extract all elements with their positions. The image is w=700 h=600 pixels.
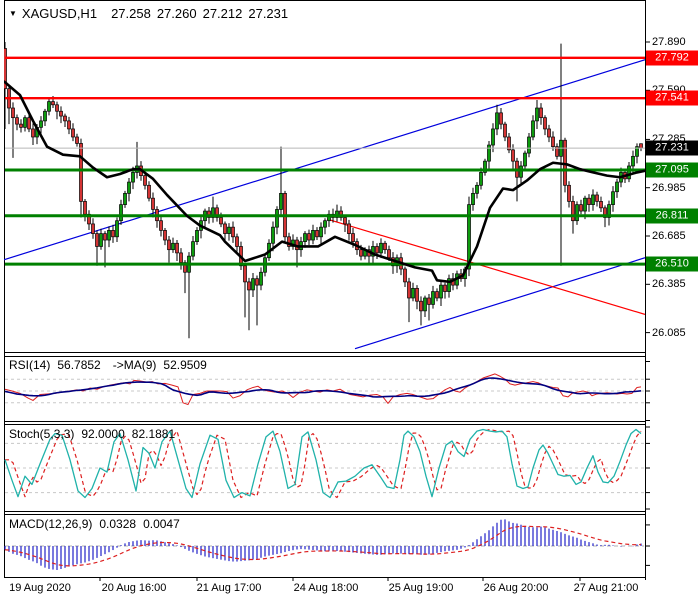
rsi-value: 56.7852 — [57, 358, 101, 372]
descending-trendline[interactable] — [326, 218, 645, 315]
time-axis-label: 20 Aug 16:00 — [101, 582, 167, 594]
price-tick-label: 26.085 — [652, 326, 686, 339]
macd-value: 0.0328 — [99, 517, 137, 531]
stoch-signal-value: 82.1881 — [131, 427, 176, 441]
price-tick-label: 26.685 — [652, 230, 686, 242]
price-level-badge: 27.792 — [646, 50, 698, 66]
ohlc-high: 27.260 — [156, 6, 197, 21]
stoch-signal-line — [5, 429, 642, 499]
ohlc-open: 27.258 — [111, 6, 151, 21]
time-axis-label: 24 Aug 18:00 — [293, 582, 359, 594]
rsi-title: RSI(14) — [9, 358, 51, 372]
stoch-main-line — [4, 428, 642, 499]
macd-signal-value: 0.0047 — [143, 517, 180, 531]
ohlc-low: 27.212 — [202, 6, 243, 21]
price-level-badge: 27.231 — [646, 140, 698, 156]
time-axis-label: 19 Aug 2020 — [9, 582, 71, 594]
ascending-channel-upper[interactable] — [0, 59, 645, 261]
time-axis-label: 25 Aug 19:00 — [388, 582, 454, 594]
price-level-badge: 27.095 — [646, 162, 698, 178]
main-price-panel[interactable] — [0, 42, 645, 350]
price-tick-label: 26.385 — [652, 278, 686, 291]
price-level-badge: 26.811 — [646, 208, 698, 224]
chart-header: ▼ XAGUSD,H1 27.258 27.260 27.212 27.231 — [9, 6, 288, 21]
rsi-ma-value: 52.9509 — [163, 358, 207, 372]
price-level-badge: 27.541 — [646, 90, 698, 106]
macd-title: MACD(12,26,9) — [9, 517, 93, 531]
macd-histogram — [4, 519, 642, 570]
symbol-dropdown-icon[interactable]: ▼ — [9, 9, 17, 18]
ascending-channel-lower[interactable] — [354, 257, 645, 350]
axis-ticks — [99, 41, 650, 581]
rsi-panel[interactable] — [4, 373, 644, 406]
time-axis-label: 27 Aug 21:00 — [573, 582, 639, 594]
stoch-value: 92.0000 — [81, 427, 125, 441]
symbol-timeframe-label: XAGUSD,H1 — [21, 6, 98, 21]
rsi-ma-line — [4, 377, 642, 398]
stoch-panel-label: Stoch(5,3,3) 92.0000 82.1881 — [9, 427, 175, 441]
price-level-badge: 26.510 — [646, 256, 698, 272]
macd-panel[interactable] — [4, 519, 644, 570]
time-axis-label: 26 Aug 20:00 — [483, 582, 549, 594]
rsi-panel-label: RSI(14) 56.7852 ->MA(9) 52.9509 — [9, 358, 207, 372]
price-tick-label: 27.890 — [652, 36, 686, 48]
price-tick-label: 26.985 — [652, 181, 686, 194]
macd-panel-label: MACD(12,26,9) 0.0328 0.0047 — [9, 517, 180, 531]
rsi-ma-title: ->MA(9) — [112, 358, 157, 372]
ma-line — [4, 80, 645, 284]
stoch-panel[interactable] — [4, 428, 644, 499]
time-axis-label: 21 Aug 17:00 — [196, 582, 262, 594]
stoch-title: Stoch(5,3,3) — [9, 427, 75, 441]
ohlc-close: 27.231 — [248, 6, 289, 21]
